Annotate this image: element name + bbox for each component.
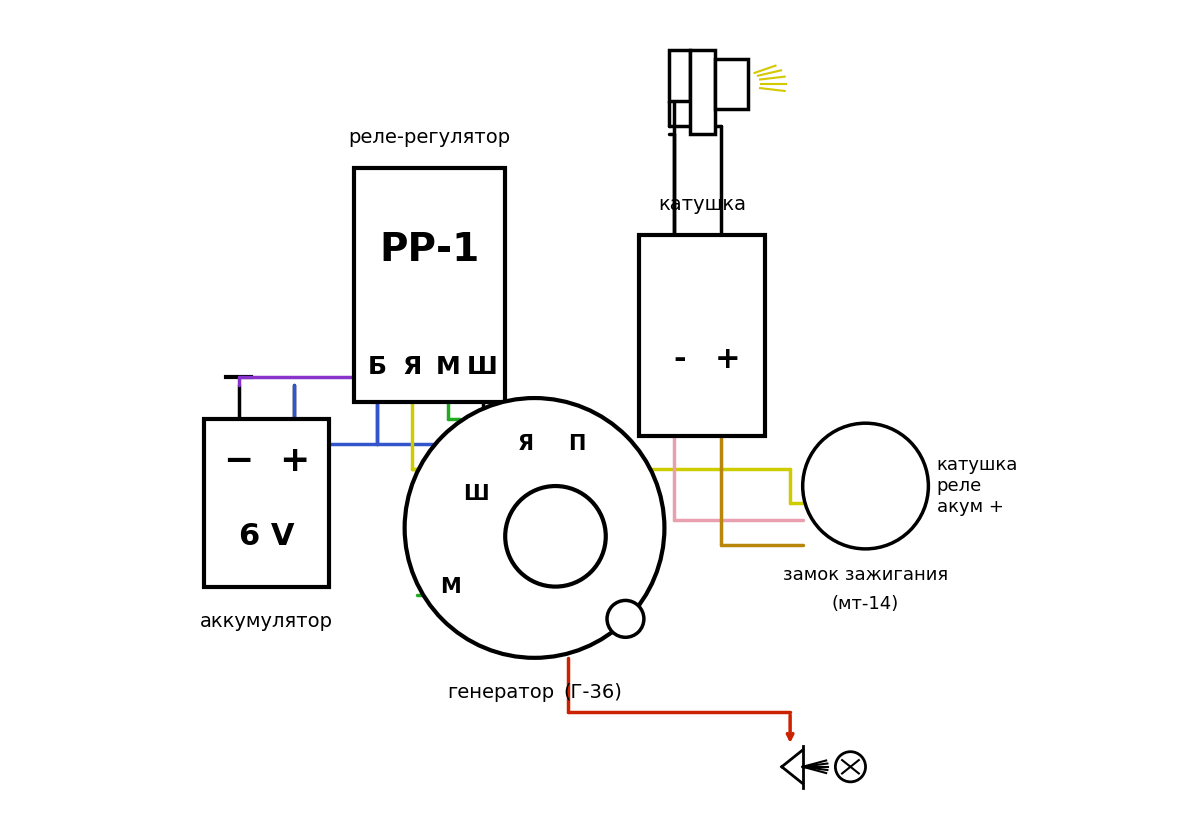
Text: катушка: катушка <box>937 456 1018 474</box>
Circle shape <box>404 398 664 658</box>
Text: М: М <box>436 355 461 379</box>
Circle shape <box>802 423 928 549</box>
Text: (мт-14): (мт-14) <box>832 595 899 613</box>
Text: Б: Б <box>368 355 386 379</box>
Text: акум +: акум + <box>937 498 1004 516</box>
Bar <box>355 168 505 402</box>
Text: Ш: Ш <box>463 484 489 504</box>
Text: (Г-36): (Г-36) <box>564 683 623 702</box>
Text: катушка: катушка <box>659 194 746 214</box>
Text: −: − <box>224 444 253 478</box>
Circle shape <box>835 752 866 782</box>
Bar <box>640 235 765 436</box>
Text: -: - <box>673 344 686 374</box>
Text: +: + <box>279 444 309 478</box>
Text: реле-регулятор: реле-регулятор <box>349 127 511 147</box>
Bar <box>715 59 748 109</box>
Text: М: М <box>441 577 461 597</box>
Text: П: П <box>568 434 585 454</box>
Text: +: + <box>715 344 740 374</box>
Bar <box>204 419 329 587</box>
Text: аккумулятор: аккумулятор <box>200 612 333 631</box>
Circle shape <box>505 486 605 587</box>
Text: Ш: Ш <box>468 355 498 379</box>
Bar <box>669 50 689 101</box>
Text: генератор: генератор <box>448 683 555 702</box>
Text: реле: реле <box>937 477 982 495</box>
Text: Я: Я <box>402 355 422 379</box>
Bar <box>689 50 715 134</box>
Text: РР-1: РР-1 <box>379 230 479 269</box>
Text: замок зажигания: замок зажигания <box>783 566 948 583</box>
Text: 6 V: 6 V <box>239 522 294 551</box>
Circle shape <box>607 600 644 637</box>
Text: Я: Я <box>518 434 534 454</box>
